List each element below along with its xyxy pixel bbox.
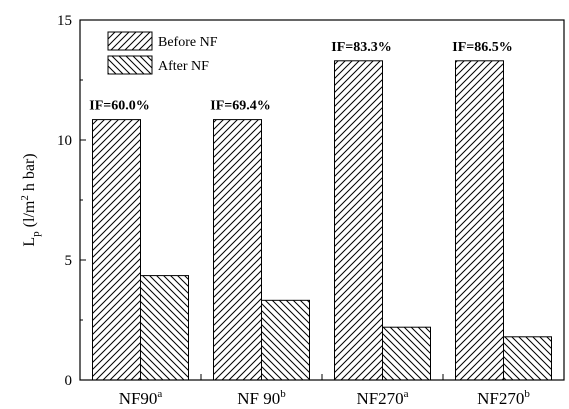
bar-after-nf — [382, 326, 431, 381]
y-axis-label: Lp (l/m2 h bar) — [19, 153, 42, 246]
legend-label-before-nf: Before NF — [158, 35, 218, 50]
bar-after-nf — [261, 299, 310, 381]
bars — [92, 60, 552, 381]
x-tick-label: NF270b — [477, 388, 530, 408]
bar-before-nf — [455, 60, 504, 381]
bar-after-nf — [503, 336, 552, 381]
y-tick-label: 10 — [57, 133, 72, 149]
bar-after-nf — [140, 275, 189, 381]
if-annotation: IF=69.4% — [210, 99, 270, 114]
x-tick-label: NF90a — [119, 388, 163, 408]
if-annotation: IF=86.5% — [452, 40, 512, 55]
legend: Before NF After NF — [107, 31, 218, 75]
bar-before-nf — [92, 119, 141, 381]
y-tick-label: 0 — [65, 373, 73, 389]
legend-swatch-before-nf — [107, 31, 153, 51]
x-tick-label: NF 90b — [237, 388, 286, 408]
if-annotation: IF=83.3% — [331, 40, 391, 55]
y-tick-label: 15 — [57, 13, 72, 29]
if-annotation: IF=60.0% — [89, 99, 149, 114]
bar-before-nf — [334, 60, 383, 381]
y-tick-label: 5 — [65, 253, 73, 269]
legend-swatch-after-nf — [107, 55, 153, 75]
annotations: IF=60.0% IF=69.4% IF=83.3% IF=86.5% — [89, 40, 512, 114]
y-axis: 0 5 10 15 — [57, 13, 86, 389]
x-tick-label: NF270a — [356, 388, 408, 408]
x-axis: NF90a NF 90b NF270a NF270b — [119, 374, 530, 408]
legend-label-after-nf: After NF — [158, 59, 209, 74]
bar-before-nf — [213, 119, 262, 381]
